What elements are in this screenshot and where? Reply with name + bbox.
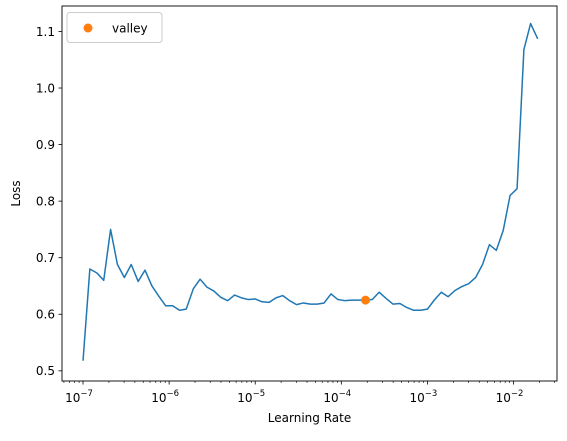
- valley-point: [361, 295, 371, 305]
- x-tick-label: 10−3: [410, 389, 438, 405]
- y-tick-label: 0.8: [36, 194, 55, 208]
- y-axis-ticks: 0.5 0.6 0.7 0.8 0.9 1.0 1.1: [36, 25, 62, 378]
- x-tick-label: 10−6: [151, 389, 179, 405]
- x-axis-ticks: 10−7 10−6 10−5 10−4 10−3 10−2: [63, 381, 555, 405]
- y-tick-label: 0.5: [36, 364, 55, 378]
- legend-valley-label: valley: [112, 22, 148, 36]
- x-tick-label: 10−5: [237, 389, 265, 405]
- y-tick-label: 1.1: [36, 25, 55, 39]
- plot-markers: [361, 295, 371, 305]
- y-tick-label: 0.9: [36, 138, 55, 152]
- x-tick-label: 10−7: [65, 389, 93, 405]
- legend: valley: [66, 12, 163, 43]
- plot-lines: [82, 22, 539, 361]
- loss-curve-line: [82, 22, 539, 361]
- legend-valley-marker: [83, 23, 93, 33]
- legend-box: [66, 12, 163, 43]
- x-axis-label: Learning Rate: [268, 411, 351, 425]
- x-tick-label: 10−4: [323, 389, 351, 405]
- y-tick-label: 0.7: [36, 251, 55, 265]
- y-tick-label: 1.0: [36, 81, 55, 95]
- plot-frame: [61, 5, 558, 382]
- x-tick-label: 10−2: [496, 389, 524, 405]
- y-axis-label: Loss: [9, 180, 23, 206]
- y-tick-label: 0.6: [36, 308, 55, 322]
